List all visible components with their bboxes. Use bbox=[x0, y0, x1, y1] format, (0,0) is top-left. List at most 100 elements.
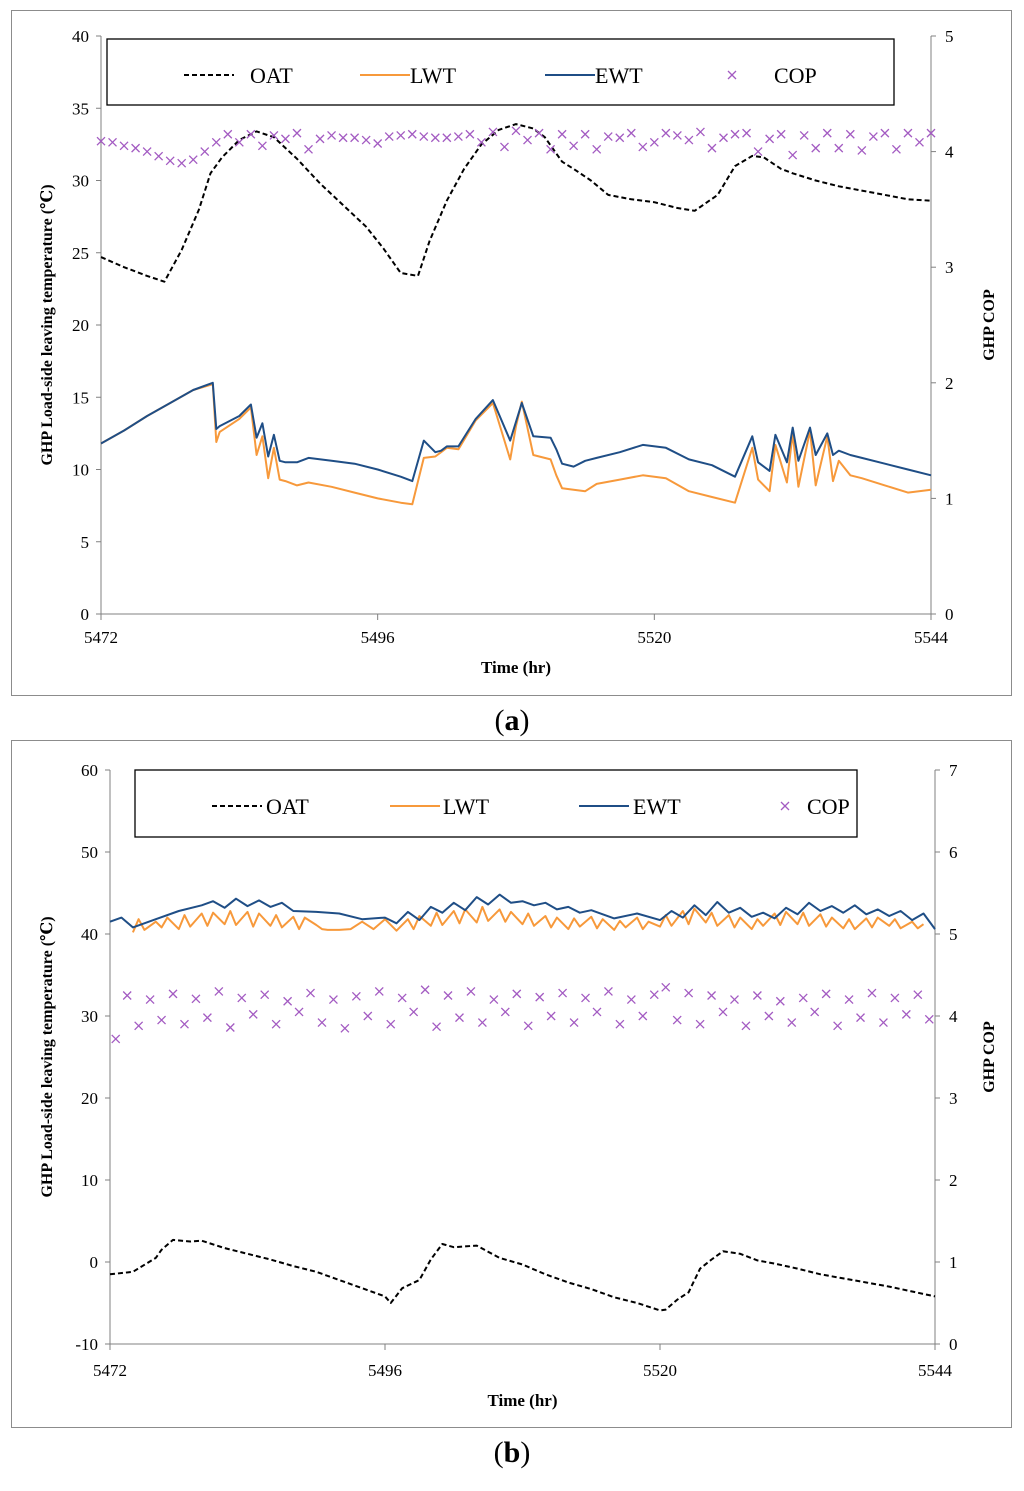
chart-a-series-cop-point bbox=[661, 128, 671, 138]
chart-b-series-cop-point bbox=[741, 1021, 751, 1031]
chart-b-series-cop-point bbox=[615, 1019, 625, 1029]
chart-a-y-tick-label: 20 bbox=[72, 316, 89, 335]
chart-b-series-cop-point bbox=[558, 988, 568, 998]
chart-a-y2-tick-label: 0 bbox=[945, 605, 954, 624]
chart-a-series-cop-point bbox=[891, 144, 901, 154]
chart-a-series-cop-point bbox=[915, 137, 924, 147]
chart-b-series-cop-point bbox=[718, 1007, 728, 1017]
chart-a-series-cop-point bbox=[638, 142, 648, 152]
chart-a-y2-tick-label: 3 bbox=[945, 258, 954, 277]
chart-b-series-cop-point bbox=[787, 1018, 797, 1028]
chart-a-series-cop-point bbox=[373, 139, 383, 148]
chart-b-series-cop-point bbox=[798, 993, 808, 1003]
chart-b-series-cop-point bbox=[626, 995, 636, 1005]
chart-a-series-cop-point bbox=[407, 129, 417, 139]
chart-b-series-cop-point bbox=[202, 1013, 212, 1023]
chart-a-series-cop-point bbox=[200, 147, 210, 157]
chart-b-series-cop-markers bbox=[111, 982, 934, 1044]
chart-a-y-tick-label: 5 bbox=[81, 533, 90, 552]
chart-b-y-axis-label: GHP Load-side leaving temperature (℃) bbox=[39, 916, 56, 1197]
chart-a-series-cop-point bbox=[926, 128, 936, 138]
chart-a-series-cop-point bbox=[246, 129, 256, 139]
caption-b: (b) bbox=[0, 1436, 1024, 1470]
chart-b-series-lwt-line bbox=[131, 905, 925, 933]
chart-b-y-tick-label: -10 bbox=[75, 1335, 98, 1354]
chart-a-y-tick-label: 0 bbox=[81, 605, 90, 624]
chart-a-series-cop-point bbox=[776, 129, 786, 139]
chart-b-series-cop-point bbox=[180, 1019, 189, 1029]
chart-a-series-cop-point bbox=[557, 129, 567, 139]
chart-a-x-tick-label: 5496 bbox=[361, 628, 395, 647]
chart-a-series-cop-point bbox=[442, 133, 452, 143]
chart-a-series-cop-point bbox=[672, 130, 682, 140]
chart-a-series-cop-point bbox=[396, 130, 406, 140]
chart-b-series-cop-point bbox=[397, 993, 407, 1003]
chart-panel-a: 0 5 10 15 20 25 30 35 40 0 1 2 3 4 5 5472 5496 5520 5544 Ti… bbox=[11, 10, 1012, 696]
chart-b-series-cop-point bbox=[294, 1007, 304, 1017]
chart-b-series-cop-point bbox=[328, 995, 338, 1005]
chart-b-series-cop-point bbox=[111, 1034, 121, 1044]
caption-a-close: ) bbox=[519, 704, 530, 737]
chart-a-series-cop-point bbox=[799, 130, 809, 140]
chart-a-series-oat-line bbox=[100, 123, 932, 283]
chart-b-series-cop-point bbox=[455, 1013, 464, 1023]
chart-b-series-cop-point bbox=[477, 1018, 487, 1028]
chart-a-series-cop-point bbox=[165, 156, 175, 166]
chart-a-legend-label-ewt: EWT bbox=[595, 63, 643, 88]
chart-a-series-cop-point bbox=[719, 133, 728, 143]
chart-a-series-cop-point bbox=[119, 141, 129, 151]
chart-b-y2-tick-label: 3 bbox=[949, 1089, 958, 1108]
chart-b-series-cop-point bbox=[878, 1018, 888, 1028]
chart-b-series-cop-point bbox=[191, 994, 201, 1004]
chart-a-series-cop-point bbox=[476, 137, 486, 147]
caption-b-close: ) bbox=[520, 1436, 531, 1469]
chart-a-series-cop-point bbox=[361, 135, 371, 145]
chart-b-series-cop-point bbox=[867, 988, 877, 998]
chart-b-series-cop-point bbox=[603, 986, 613, 996]
chart-b-series-cop-point bbox=[386, 1019, 396, 1029]
chart-b-series-cop-point bbox=[684, 988, 694, 998]
chart-a-series-cop-point bbox=[603, 132, 613, 142]
chart-b-y-tick-label: 0 bbox=[90, 1253, 99, 1272]
chart-a-series-cop-point bbox=[707, 143, 717, 153]
chart-a-series-cop-point bbox=[546, 144, 556, 154]
chart-a-series-cop-point bbox=[154, 151, 164, 161]
chart-a-series-cop-point bbox=[811, 143, 821, 153]
chart-b-series-cop-point bbox=[592, 1007, 602, 1017]
chart-b-legend-label-oat: OAT bbox=[266, 794, 309, 819]
chart-a-y2-tick-label: 2 bbox=[945, 374, 954, 393]
chart-b-series-cop-point bbox=[122, 991, 132, 1000]
chart-b-series-cop-point bbox=[340, 1023, 350, 1033]
chart-a-series-cop-point bbox=[350, 133, 360, 143]
chart-b-y-tick-label: 30 bbox=[81, 1007, 98, 1026]
chart-a-series-cop-point bbox=[96, 136, 106, 146]
chart-b-y2-tick-label: 4 bbox=[949, 1007, 958, 1026]
chart-a-svg: 0 5 10 15 20 25 30 35 40 0 1 2 3 4 5 5472 5496 5520 5544 Ti… bbox=[39, 27, 998, 677]
chart-b-series-cop-point bbox=[489, 995, 499, 1005]
chart-b-series-cop-point bbox=[695, 1019, 705, 1029]
chart-b-x-axis-label: Time (hr) bbox=[487, 1391, 557, 1410]
chart-a-series-cop-point bbox=[880, 128, 890, 138]
chart-b-series-cop-point bbox=[306, 988, 315, 998]
chart-a-series-cop-point bbox=[753, 147, 763, 157]
chart-a-series-cop-point bbox=[488, 127, 498, 137]
chart-a-series-cop-point bbox=[465, 129, 475, 139]
chart-a-legend-label-oat: OAT bbox=[250, 63, 293, 88]
caption-a: (a) bbox=[0, 704, 1024, 738]
chart-a-series-cop-point bbox=[523, 135, 532, 145]
chart-b-series-cop-point bbox=[237, 993, 247, 1003]
chart-b-series-cop-point bbox=[913, 990, 923, 1000]
chart-b-series-cop-point bbox=[523, 1021, 533, 1031]
chart-a-series-cop-point bbox=[592, 144, 602, 154]
chart-b-series-cop-point bbox=[775, 996, 785, 1006]
chart-a-series-lwt-line bbox=[100, 383, 932, 506]
chart-b-series-cop-point bbox=[546, 1011, 556, 1021]
chart-b-series-cop-point bbox=[707, 991, 717, 1000]
chart-b-legend-box bbox=[134, 769, 858, 838]
chart-b-y-tick-label: 10 bbox=[81, 1171, 98, 1190]
chart-b-y2-tick-label: 1 bbox=[949, 1253, 958, 1272]
chart-a-series-cop-point bbox=[338, 133, 348, 143]
chart-a-series-cop-point bbox=[108, 137, 117, 147]
chart-b-series-ewt-line bbox=[109, 893, 936, 930]
chart-b-series-cop-point bbox=[901, 1009, 911, 1019]
